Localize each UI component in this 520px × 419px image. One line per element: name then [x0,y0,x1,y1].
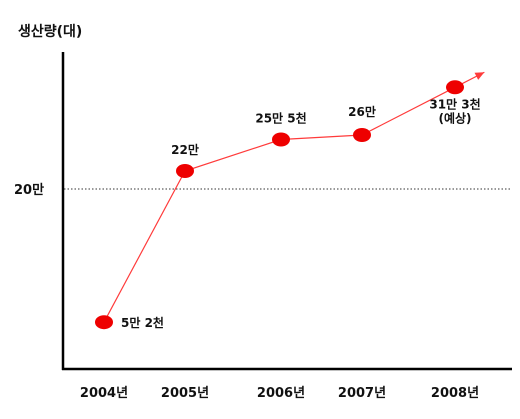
trend-arrow-head [474,72,485,80]
data-label: 26만 [348,104,376,119]
data-label: 25만 5천 [255,111,306,126]
x-tick-label: 2006년 [257,386,305,401]
data-label: 22만 [171,142,199,157]
data-point [95,315,113,330]
reference-line-label: 20만 [14,182,44,198]
data-label: 31만 3천 [429,96,480,111]
data-point [176,164,194,178]
x-tick-label: 2008년 [431,386,479,401]
x-tick-label: 2007년 [338,386,386,401]
x-tick-label: 2004년 [80,386,128,401]
data-point [446,80,464,95]
data-label: 5만 2천 [121,315,164,330]
y-axis-label: 생산량(대) [18,23,82,40]
data-label: (예상) [438,110,471,125]
series-line [103,71,485,323]
data-point [353,128,371,142]
x-tick-label: 2005년 [161,386,209,401]
data-point [272,132,290,147]
